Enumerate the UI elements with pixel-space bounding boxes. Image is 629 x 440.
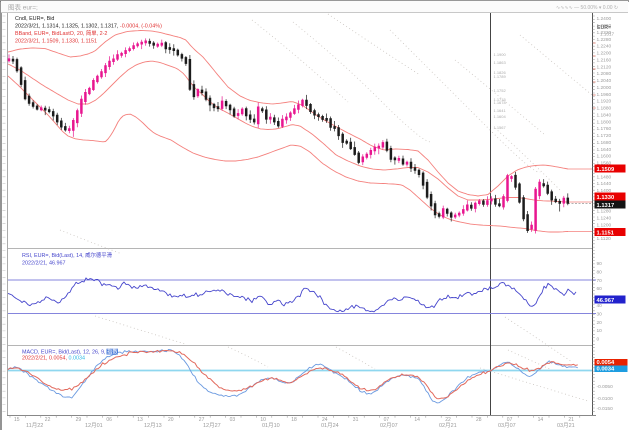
svg-text:29: 29 — [76, 417, 82, 423]
svg-text:2022/3/21, 1.1509, 1.1330, 1.1: 2022/3/21, 1.1509, 1.1330, 1.1151 — [15, 39, 97, 45]
svg-text:1.1678: 1.1678 — [494, 100, 507, 105]
svg-text:1.1317: 1.1317 — [597, 203, 615, 209]
svg-text:-0.0100: -0.0100 — [597, 396, 614, 402]
svg-text:01月10: 01月10 — [262, 422, 280, 429]
svg-text:1.2080: 1.2080 — [597, 71, 612, 77]
svg-text:MACD, EUR=, Bid(Last), 12, 26,: MACD, EUR=, Bid(Last), 12, 26, 9, 指数 — [22, 348, 118, 356]
svg-text:27: 27 — [199, 417, 205, 423]
svg-text:21: 21 — [568, 417, 574, 423]
svg-text:07: 07 — [384, 417, 390, 423]
svg-text:03: 03 — [230, 417, 236, 423]
svg-text:22: 22 — [45, 417, 51, 423]
svg-text:14: 14 — [538, 417, 544, 423]
svg-text:1.1720: 1.1720 — [597, 133, 612, 139]
svg-text:1.1200: 1.1200 — [597, 222, 612, 228]
svg-text:1.1120: 1.1120 — [597, 236, 612, 242]
svg-text:1.1641: 1.1641 — [494, 108, 507, 113]
svg-text:1.1826: 1.1826 — [494, 70, 507, 75]
svg-text:02月07: 02月07 — [380, 422, 398, 429]
svg-text:图表 eur=;: 图表 eur=; — [8, 3, 38, 12]
svg-text:1.1400: 1.1400 — [597, 188, 612, 194]
svg-text:BBand, EUR=, BidLastO, 20, 简单,: BBand, EUR=, BidLastO, 20, 简单, 2-2 — [15, 29, 107, 37]
svg-text:40: 40 — [597, 303, 603, 309]
svg-text:46.967: 46.967 — [597, 298, 615, 304]
svg-text:1.1880: 1.1880 — [597, 106, 612, 112]
svg-text:10: 10 — [597, 328, 603, 334]
svg-text:28: 28 — [476, 417, 482, 423]
svg-text:1.1789: 1.1789 — [494, 74, 507, 79]
svg-text:1.1960: 1.1960 — [597, 92, 612, 98]
svg-text:1.1900: 1.1900 — [494, 52, 507, 57]
svg-text:1.1640: 1.1640 — [597, 147, 612, 153]
svg-text:1.1480: 1.1480 — [597, 174, 612, 180]
svg-text:1.1509: 1.1509 — [597, 167, 616, 173]
svg-text:03月21: 03月21 — [557, 422, 575, 429]
svg-text:2022/2/21, 0.0054, 0.0034: 2022/2/21, 0.0054, 0.0034 — [22, 356, 85, 362]
svg-text:0.0034: 0.0034 — [597, 366, 616, 372]
svg-text:1.1680: 1.1680 — [597, 140, 612, 146]
svg-text:02月21: 02月21 — [439, 422, 457, 429]
svg-text:-0.0050: -0.0050 — [597, 384, 614, 390]
svg-text:18: 18 — [291, 417, 297, 423]
svg-text:1.1840: 1.1840 — [597, 112, 612, 118]
svg-text:12月01: 12月01 — [85, 422, 103, 429]
svg-text:70: 70 — [597, 278, 603, 284]
svg-text:1.1604: 1.1604 — [494, 114, 507, 119]
svg-text:1.1863: 1.1863 — [494, 60, 507, 65]
svg-text:1.2280: 1.2280 — [597, 37, 612, 43]
svg-text:1.1280: 1.1280 — [597, 209, 612, 215]
svg-text:03月07: 03月07 — [498, 422, 516, 429]
svg-text:1.1330: 1.1330 — [597, 195, 615, 201]
svg-text:∿∿∿∿ — 50.00% ▾ 0.00 ↻: ∿∿∿∿ — 50.00% ▾ 0.00 ↻ — [556, 5, 618, 11]
svg-text:1.2160: 1.2160 — [597, 57, 612, 63]
svg-text:1.1752: 1.1752 — [494, 88, 507, 93]
svg-text:EUR=: EUR= — [597, 25, 611, 31]
svg-text:1.2400: 1.2400 — [597, 16, 612, 22]
svg-text:10: 10 — [260, 417, 266, 423]
svg-text:1.1317: 1.1317 — [600, 32, 614, 37]
svg-text:1.2040: 1.2040 — [597, 78, 612, 84]
svg-text:12月27: 12月27 — [203, 422, 221, 429]
svg-text:1.2200: 1.2200 — [597, 51, 612, 57]
svg-text:1.2320: 1.2320 — [597, 30, 612, 36]
svg-text:1.1600: 1.1600 — [597, 154, 612, 160]
svg-text:1.2360: 1.2360 — [597, 23, 612, 29]
svg-text:07: 07 — [507, 417, 513, 423]
svg-text:90: 90 — [597, 261, 603, 267]
svg-text:30: 30 — [597, 312, 603, 318]
svg-text:1.1920: 1.1920 — [597, 99, 612, 105]
svg-text:22: 22 — [445, 417, 451, 423]
svg-text:06: 06 — [106, 417, 112, 423]
svg-text:Cndl, EUR=, Bid: Cndl, EUR=, Bid — [15, 16, 54, 22]
svg-text:1.1151: 1.1151 — [597, 230, 615, 236]
svg-text:-0.0150: -0.0150 — [597, 406, 614, 412]
svg-text:20: 20 — [597, 320, 603, 326]
svg-text:1.1560: 1.1560 — [597, 161, 612, 167]
svg-text:24: 24 — [322, 417, 328, 423]
svg-text:13: 13 — [137, 417, 143, 423]
svg-text:0: 0 — [597, 337, 600, 343]
svg-text:12月13: 12月13 — [144, 422, 162, 429]
svg-text:31: 31 — [353, 417, 359, 423]
svg-text:15: 15 — [14, 417, 20, 423]
svg-text:2022/3/21, 1.1314, 1.1325, 1.1: 2022/3/21, 1.1314, 1.1325, 1.1302, 1.131… — [15, 24, 162, 30]
svg-text:1.1240: 1.1240 — [597, 216, 612, 222]
svg-text:1.2000: 1.2000 — [597, 85, 612, 91]
svg-text:14: 14 — [414, 417, 420, 423]
svg-text:1.1760: 1.1760 — [597, 126, 612, 132]
svg-text:80: 80 — [597, 269, 603, 275]
svg-text:RSI, EUR=, Bid(Last), 14, 威尔德平: RSI, EUR=, Bid(Last), 14, 威尔德平滑 — [22, 251, 113, 259]
svg-text:01月24: 01月24 — [321, 422, 339, 429]
svg-text:0.0054: 0.0054 — [597, 360, 616, 366]
svg-text:1.1440: 1.1440 — [597, 181, 612, 187]
svg-text:1.2120: 1.2120 — [597, 64, 612, 70]
svg-text:2022/2/21, 46.967: 2022/2/21, 46.967 — [22, 261, 65, 267]
svg-text:1.1800: 1.1800 — [597, 119, 612, 125]
svg-text:60: 60 — [597, 286, 603, 292]
svg-text:1.2240: 1.2240 — [597, 44, 612, 50]
svg-text:20: 20 — [168, 417, 174, 423]
svg-text:11月22: 11月22 — [26, 422, 43, 429]
svg-text:1.1567: 1.1567 — [494, 125, 507, 130]
svg-text:1.1715: 1.1715 — [494, 97, 507, 102]
